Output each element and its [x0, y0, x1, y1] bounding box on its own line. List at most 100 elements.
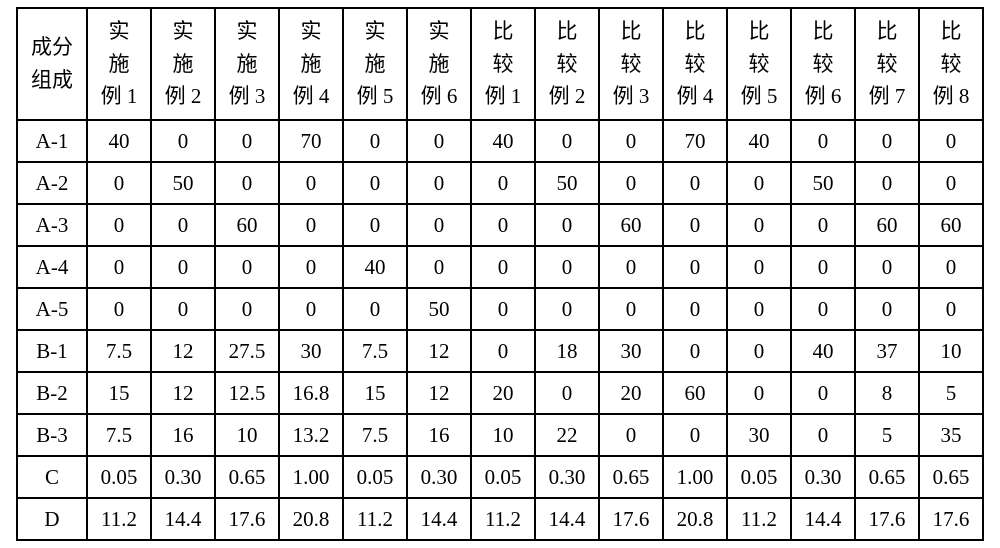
table-row: B-2151212.516.8151220020600085 — [17, 372, 983, 414]
table-header-row: 成分组成实施例 1实施例 2实施例 3实施例 4实施例 5实施例 6比较例 1比… — [17, 8, 983, 120]
cell: 0 — [87, 288, 151, 330]
cell: 0 — [599, 120, 663, 162]
cell: 0 — [791, 204, 855, 246]
cell: 0 — [727, 330, 791, 372]
cell: 0.05 — [343, 456, 407, 498]
table-row: B-17.51227.5307.5120183000403710 — [17, 330, 983, 372]
cell: 0 — [407, 246, 471, 288]
cell: 0 — [279, 204, 343, 246]
cell: 17.6 — [855, 498, 919, 540]
table-row: A-3006000000600006060 — [17, 204, 983, 246]
cell: 37 — [855, 330, 919, 372]
cell: 5 — [919, 372, 983, 414]
cell: 17.6 — [919, 498, 983, 540]
cell: 0 — [407, 204, 471, 246]
cell: 0 — [535, 246, 599, 288]
cell: 0 — [471, 246, 535, 288]
cell: 0 — [727, 246, 791, 288]
cell: 0 — [215, 246, 279, 288]
cell: 0 — [471, 204, 535, 246]
cell: 0 — [663, 330, 727, 372]
row-label: D — [17, 498, 87, 540]
cell: 0 — [535, 372, 599, 414]
cell: 12 — [151, 330, 215, 372]
cell: 0 — [215, 288, 279, 330]
cell: 0 — [87, 246, 151, 288]
cell: 7.5 — [343, 414, 407, 456]
row-label: B-3 — [17, 414, 87, 456]
row-label: A-2 — [17, 162, 87, 204]
cell: 0 — [855, 246, 919, 288]
cell: 15 — [343, 372, 407, 414]
page-root: 成分组成实施例 1实施例 2实施例 3实施例 4实施例 5实施例 6比较例 1比… — [0, 0, 1000, 548]
cell: 20 — [599, 372, 663, 414]
cell: 0 — [919, 162, 983, 204]
cell: 0 — [855, 120, 919, 162]
cell: 7.5 — [87, 414, 151, 456]
cell: 0 — [599, 288, 663, 330]
cell: 0 — [87, 162, 151, 204]
cell: 11.2 — [343, 498, 407, 540]
header-col-9: 比较例 3 — [599, 8, 663, 120]
row-label: B-1 — [17, 330, 87, 372]
row-label: C — [17, 456, 87, 498]
cell: 0 — [727, 162, 791, 204]
row-label: A-1 — [17, 120, 87, 162]
cell: 60 — [215, 204, 279, 246]
cell: 30 — [279, 330, 343, 372]
cell: 13.2 — [279, 414, 343, 456]
cell: 10 — [919, 330, 983, 372]
header-col-4: 实施例 4 — [279, 8, 343, 120]
cell: 0 — [791, 288, 855, 330]
cell: 7.5 — [343, 330, 407, 372]
cell: 0 — [343, 288, 407, 330]
cell: 0 — [599, 246, 663, 288]
cell: 12.5 — [215, 372, 279, 414]
cell: 60 — [919, 204, 983, 246]
header-col-8: 比较例 2 — [535, 8, 599, 120]
cell: 0 — [791, 372, 855, 414]
cell: 0 — [663, 414, 727, 456]
cell: 14.4 — [791, 498, 855, 540]
cell: 0.65 — [855, 456, 919, 498]
cell: 0 — [151, 288, 215, 330]
row-label: A-3 — [17, 204, 87, 246]
table-row: A-205000000500005000 — [17, 162, 983, 204]
cell: 0 — [919, 288, 983, 330]
header-col-12: 比较例 6 — [791, 8, 855, 120]
cell: 10 — [215, 414, 279, 456]
cell: 0.30 — [791, 456, 855, 498]
cell: 0 — [663, 288, 727, 330]
cell: 0.05 — [727, 456, 791, 498]
header-col-3: 实施例 3 — [215, 8, 279, 120]
cell: 70 — [663, 120, 727, 162]
cell: 1.00 — [663, 456, 727, 498]
cell: 0 — [343, 162, 407, 204]
cell: 22 — [535, 414, 599, 456]
header-col-13: 比较例 7 — [855, 8, 919, 120]
header-col-6: 实施例 6 — [407, 8, 471, 120]
cell: 14.4 — [151, 498, 215, 540]
cell: 0 — [471, 330, 535, 372]
cell: 16 — [151, 414, 215, 456]
cell: 35 — [919, 414, 983, 456]
cell: 0 — [535, 120, 599, 162]
cell: 0 — [919, 246, 983, 288]
cell: 0 — [727, 288, 791, 330]
cell: 0 — [471, 162, 535, 204]
cell: 0 — [599, 162, 663, 204]
cell: 11.2 — [87, 498, 151, 540]
cell: 0 — [663, 204, 727, 246]
header-col-11: 比较例 5 — [727, 8, 791, 120]
cell: 0 — [215, 120, 279, 162]
cell: 0.65 — [215, 456, 279, 498]
cell: 40 — [87, 120, 151, 162]
cell: 0.30 — [407, 456, 471, 498]
cell: 12 — [407, 372, 471, 414]
cell: 0 — [727, 372, 791, 414]
cell: 50 — [535, 162, 599, 204]
cell: 14.4 — [407, 498, 471, 540]
cell: 17.6 — [599, 498, 663, 540]
cell: 16 — [407, 414, 471, 456]
cell: 15 — [87, 372, 151, 414]
